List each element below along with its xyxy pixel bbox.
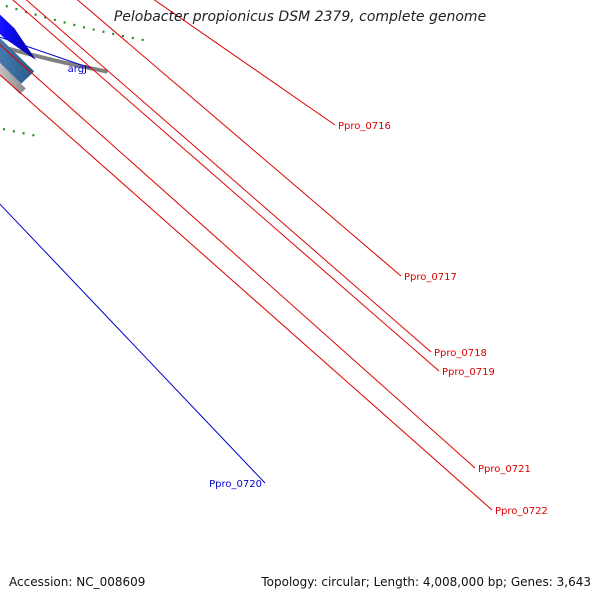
gene-label-argj[interactable]: argJ	[68, 64, 87, 75]
label-leader-line	[76, 0, 402, 277]
gene-label-ppro-0721[interactable]: Ppro_0721	[478, 464, 531, 475]
label-leader-line	[0, 36, 91, 69]
genome-summary-label: Topology: circular; Length: 4,008,000 bp…	[261, 575, 591, 589]
gene-label-ppro-0718[interactable]: Ppro_0718	[434, 348, 487, 359]
gene-label-ppro-0720[interactable]: Ppro_0720	[209, 479, 262, 490]
feature-block-argj	[0, 37, 35, 84]
label-leader-line	[25, 0, 432, 353]
feature-block-reverse-top	[0, 14, 36, 61]
label-leader-line	[12, 0, 440, 372]
feature-block-grey-top	[0, 62, 26, 95]
genome-title: Pelobacter propionicus DSM 2379, complet…	[113, 9, 487, 25]
accession-label: Accession: NC_008609	[9, 575, 146, 589]
label-leader-line	[0, 44, 476, 469]
gene-label-ppro-0716[interactable]: Ppro_0716	[338, 121, 391, 132]
label-leader-line	[153, 0, 336, 126]
gene-label-ppro-0717[interactable]: Ppro_0717	[404, 272, 457, 283]
gene-labels: argJ Ppro_0716 Ppro_0717 Ppro_0718 Ppro_0719…	[0, 0, 548, 517]
label-leader-line	[0, 74, 493, 511]
feature-track	[0, 14, 36, 95]
label-leader-line	[0, 203, 266, 484]
gene-label-ppro-0722[interactable]: Ppro_0722	[495, 506, 548, 517]
gene-label-ppro-0719[interactable]: Ppro_0719	[442, 367, 495, 378]
